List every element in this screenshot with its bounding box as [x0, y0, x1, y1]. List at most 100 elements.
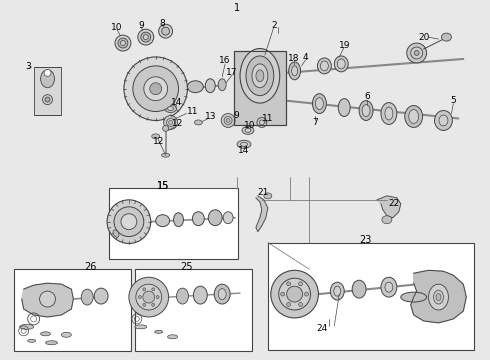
Text: 12: 12	[153, 137, 164, 146]
Text: 5: 5	[450, 96, 456, 105]
Ellipse shape	[429, 284, 448, 310]
Bar	[109, 188, 238, 260]
Text: 10: 10	[111, 23, 123, 32]
Circle shape	[150, 83, 162, 95]
Ellipse shape	[138, 29, 154, 45]
Text: 6: 6	[364, 92, 370, 101]
Ellipse shape	[118, 38, 128, 48]
Ellipse shape	[167, 118, 174, 126]
Ellipse shape	[121, 41, 125, 46]
Ellipse shape	[256, 70, 264, 82]
Text: 3: 3	[25, 62, 30, 71]
Ellipse shape	[41, 70, 54, 88]
Circle shape	[40, 291, 55, 307]
Ellipse shape	[298, 302, 302, 306]
Text: 17: 17	[226, 68, 238, 77]
Ellipse shape	[414, 50, 419, 55]
Ellipse shape	[305, 292, 309, 296]
Ellipse shape	[411, 47, 422, 59]
Ellipse shape	[176, 288, 189, 304]
Ellipse shape	[298, 282, 302, 286]
Ellipse shape	[141, 32, 151, 42]
Ellipse shape	[156, 296, 159, 298]
Ellipse shape	[168, 107, 173, 111]
Ellipse shape	[221, 113, 235, 127]
Text: 15: 15	[157, 181, 170, 191]
Circle shape	[121, 214, 137, 230]
Ellipse shape	[169, 121, 172, 125]
Text: 1: 1	[234, 3, 240, 13]
Ellipse shape	[246, 56, 274, 96]
Ellipse shape	[409, 109, 418, 123]
Text: 9: 9	[233, 111, 239, 120]
Circle shape	[107, 200, 151, 243]
Ellipse shape	[226, 118, 230, 122]
Ellipse shape	[330, 282, 344, 300]
Text: 15: 15	[157, 181, 170, 191]
Ellipse shape	[173, 213, 183, 227]
Circle shape	[271, 270, 318, 318]
Ellipse shape	[318, 58, 331, 74]
Text: 25: 25	[180, 262, 193, 272]
Text: 10: 10	[244, 121, 256, 130]
Ellipse shape	[242, 126, 254, 134]
Ellipse shape	[338, 99, 350, 117]
Circle shape	[144, 77, 168, 100]
Ellipse shape	[135, 325, 147, 329]
Ellipse shape	[316, 98, 323, 109]
Text: 19: 19	[339, 41, 350, 50]
Ellipse shape	[208, 210, 222, 226]
Polygon shape	[22, 283, 74, 317]
Polygon shape	[256, 196, 268, 231]
Ellipse shape	[152, 288, 155, 291]
Text: 4: 4	[303, 53, 308, 62]
Ellipse shape	[281, 292, 285, 296]
Ellipse shape	[289, 62, 300, 80]
Ellipse shape	[156, 215, 170, 227]
Ellipse shape	[20, 324, 34, 329]
Ellipse shape	[434, 290, 443, 304]
Ellipse shape	[401, 292, 427, 302]
Text: 14: 14	[238, 146, 250, 155]
Ellipse shape	[359, 100, 373, 121]
Text: 20: 20	[418, 33, 429, 42]
Bar	[14, 269, 131, 351]
Ellipse shape	[61, 332, 72, 337]
Ellipse shape	[259, 120, 264, 125]
Circle shape	[129, 277, 169, 317]
Ellipse shape	[292, 66, 297, 76]
Polygon shape	[377, 196, 401, 218]
Ellipse shape	[143, 303, 146, 306]
Ellipse shape	[241, 142, 247, 146]
Ellipse shape	[313, 94, 326, 113]
Text: 23: 23	[359, 234, 371, 244]
Ellipse shape	[441, 33, 451, 41]
Circle shape	[136, 284, 162, 310]
Ellipse shape	[44, 69, 51, 76]
Ellipse shape	[143, 35, 148, 40]
Ellipse shape	[436, 294, 441, 301]
Circle shape	[114, 207, 144, 237]
Circle shape	[287, 286, 302, 302]
Ellipse shape	[224, 117, 232, 125]
Ellipse shape	[28, 339, 36, 342]
Ellipse shape	[115, 35, 131, 51]
Ellipse shape	[362, 105, 370, 117]
Ellipse shape	[45, 97, 50, 102]
Ellipse shape	[195, 120, 202, 125]
Ellipse shape	[382, 216, 392, 224]
Circle shape	[143, 291, 155, 303]
Text: 22: 22	[388, 199, 399, 208]
Ellipse shape	[94, 288, 108, 304]
Ellipse shape	[439, 115, 448, 126]
Text: 16: 16	[220, 57, 231, 66]
Ellipse shape	[188, 81, 203, 93]
Ellipse shape	[46, 341, 57, 345]
Ellipse shape	[237, 140, 251, 148]
Ellipse shape	[252, 64, 268, 88]
Ellipse shape	[138, 296, 141, 298]
Ellipse shape	[162, 27, 170, 35]
Ellipse shape	[41, 332, 50, 336]
Ellipse shape	[381, 277, 397, 297]
Text: 2: 2	[271, 21, 276, 30]
